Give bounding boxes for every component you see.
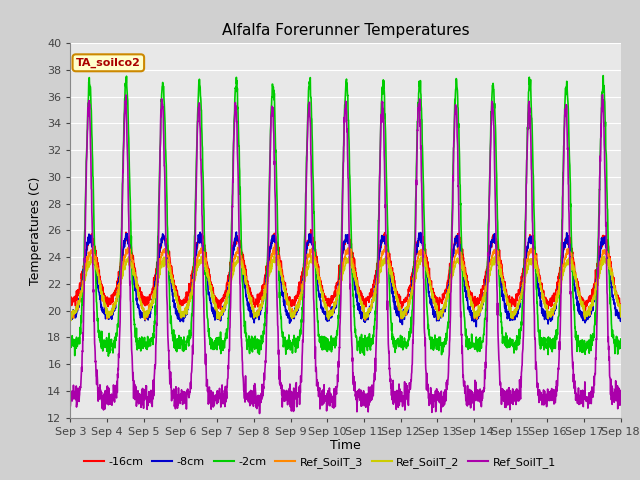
Ref_SoilT_2 [308,252,316,258]
Title: Alfalfa Forerunner Temperatures: Alfalfa Forerunner Temperatures [222,23,469,38]
-8cm [472,324,480,330]
-2cm [362,343,369,348]
Ref_SoilT_2 [67,315,74,321]
-16cm [581,310,589,316]
-2cm [506,344,513,350]
Ref_SoilT_2 [362,311,370,316]
Ref_SoilT_3 [362,312,370,318]
-16cm [362,295,369,301]
Ref_SoilT_3 [506,307,514,312]
-8cm [67,316,74,322]
Ref_SoilT_2 [67,318,74,324]
-8cm [374,267,381,273]
Ref_SoilT_2 [374,281,381,287]
-2cm [220,339,228,345]
Line: -8cm: -8cm [70,232,621,327]
-16cm [374,264,381,269]
-8cm [584,316,592,322]
Ref_SoilT_3 [141,317,149,323]
Ref_SoilT_2 [584,311,592,317]
-16cm [220,295,228,301]
Ref_SoilT_1 [374,279,381,285]
Ref_SoilT_1 [506,392,513,397]
Ref_SoilT_3 [67,314,74,320]
-2cm [584,340,591,346]
Text: TA_soilco2: TA_soilco2 [76,58,141,68]
Ref_SoilT_2 [569,262,577,267]
-2cm [568,269,576,275]
Line: -16cm: -16cm [70,230,621,313]
X-axis label: Time: Time [330,439,361,453]
Ref_SoilT_3 [374,270,381,276]
Ref_SoilT_2 [617,314,625,320]
-16cm [584,298,592,303]
-8cm [569,266,577,272]
Line: Ref_SoilT_3: Ref_SoilT_3 [70,244,621,320]
-16cm [67,296,74,301]
Ref_SoilT_1 [584,398,591,404]
Ref_SoilT_1 [598,92,606,97]
Ref_SoilT_3 [271,241,278,247]
Ref_SoilT_1 [67,403,74,408]
-16cm [506,300,513,306]
Ref_SoilT_2 [220,309,228,314]
-8cm [220,308,228,314]
Line: -2cm: -2cm [70,76,621,356]
-2cm [600,73,607,79]
-8cm [232,229,240,235]
Ref_SoilT_1 [362,393,369,399]
-16cm [568,251,576,257]
Ref_SoilT_3 [220,302,228,308]
Legend: -16cm, -8cm, -2cm, Ref_SoilT_3, Ref_SoilT_2, Ref_SoilT_1: -16cm, -8cm, -2cm, Ref_SoilT_3, Ref_Soil… [79,452,561,472]
-16cm [307,227,315,233]
-8cm [362,312,369,318]
Ref_SoilT_1 [256,410,264,416]
Ref_SoilT_3 [569,257,577,263]
Ref_SoilT_1 [617,394,625,400]
-8cm [506,318,514,324]
-8cm [617,316,625,322]
Ref_SoilT_3 [617,312,625,318]
Ref_SoilT_2 [506,304,514,310]
Ref_SoilT_1 [568,355,576,361]
-2cm [374,258,381,264]
-2cm [67,338,74,344]
Y-axis label: Temperatures (C): Temperatures (C) [29,176,42,285]
-2cm [104,353,112,359]
-2cm [617,336,625,342]
Line: Ref_SoilT_2: Ref_SoilT_2 [70,255,621,321]
Line: Ref_SoilT_1: Ref_SoilT_1 [70,95,621,413]
Ref_SoilT_1 [220,398,228,404]
Ref_SoilT_3 [584,312,592,317]
-16cm [617,306,625,312]
